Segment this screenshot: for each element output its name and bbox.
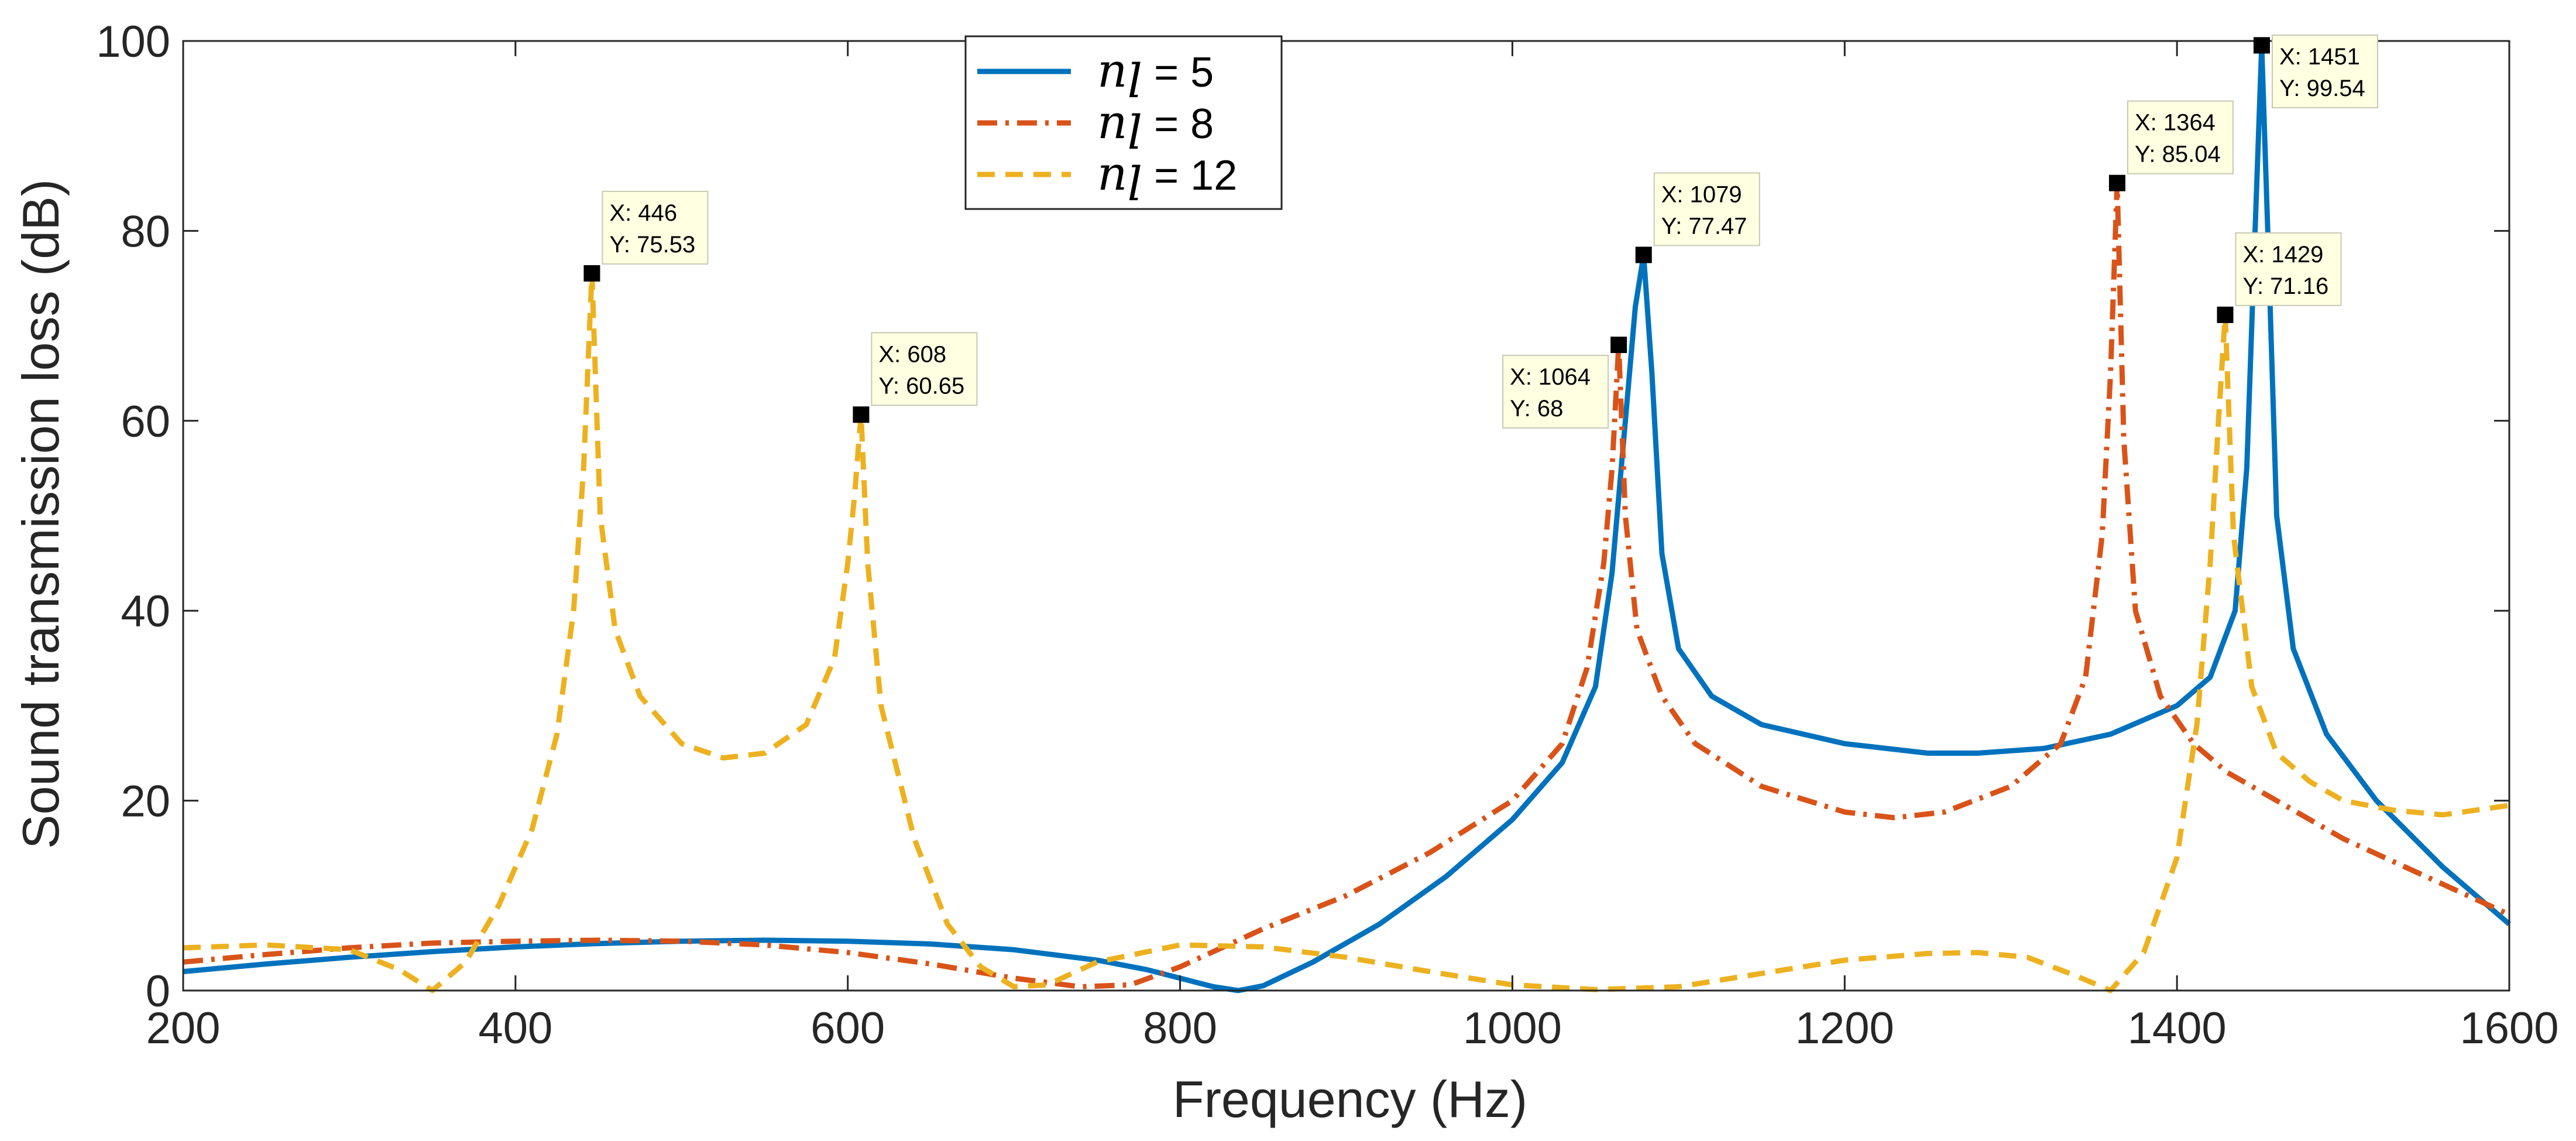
y-tick-label: 60	[121, 397, 170, 447]
datatip-x-label: X: 1064	[1510, 364, 1591, 390]
datatip: X: 1064 Y: 68	[1502, 337, 1627, 429]
datatip-x-label: X: 1429	[2242, 242, 2323, 268]
datatip-box	[2235, 232, 2342, 306]
datatip: X: 1429 Y: 71.16	[2217, 232, 2342, 323]
datatip-box	[2271, 35, 2378, 108]
datatip-x-label: X: 1079	[1661, 181, 1742, 207]
datatip-box	[602, 190, 709, 265]
x-tick-label: 1200	[1795, 1003, 1894, 1053]
datatip-marker	[583, 265, 600, 282]
x-tick-label: 1000	[1463, 1003, 1562, 1053]
datatip: X: 1451 Y: 99.54	[2253, 35, 2378, 108]
series-line-3	[183, 270, 2510, 993]
x-tick-label: 200	[146, 1003, 221, 1053]
x-tick-label: 1600	[2460, 1003, 2558, 1053]
datatip-marker	[2217, 306, 2234, 323]
legend: nl = 5nl = 8nl = 12	[964, 35, 1283, 211]
datatip-x-label: X: 608	[878, 341, 946, 367]
x-tick-label: 600	[810, 1003, 885, 1053]
y-axis-title: Sound transmission loss (dB)	[12, 179, 70, 849]
datatip: X: 446 Y: 75.53	[583, 190, 709, 282]
x-tick-label: 400	[478, 1003, 552, 1053]
y-tick-label: 80	[121, 207, 170, 256]
datatip-y-label: Y: 60.65	[878, 373, 964, 399]
datatip-y-label: Y: 71.16	[2242, 273, 2328, 299]
datatips: X: 446 Y: 75.53 X: 608 Y: 60.65 X: 1064 Y: 68…	[583, 35, 2378, 429]
datatip-marker	[853, 406, 870, 423]
axes-box	[182, 40, 2510, 992]
datatip-y-label: Y: 77.47	[1661, 213, 1747, 239]
datatip-marker	[1610, 337, 1627, 354]
y-tick-label: 20	[121, 777, 170, 827]
datatip: X: 1364 Y: 85.04	[2108, 100, 2234, 191]
datatip-x-label: X: 1451	[2279, 44, 2360, 70]
datatip-box	[1653, 172, 1760, 246]
datatip-marker	[2253, 37, 2270, 54]
datatip-x-label: X: 1364	[2135, 110, 2216, 136]
datatip-x-label: X: 446	[609, 200, 677, 226]
datatip: X: 608 Y: 60.65	[853, 332, 978, 423]
datatip-box	[1502, 355, 1609, 429]
datatip-marker	[2108, 174, 2125, 191]
datatip-y-label: Y: 99.54	[2279, 76, 2365, 101]
datatip: X: 1079 Y: 77.47	[1635, 172, 1760, 263]
legend-label-2: nl = 8	[1097, 95, 1214, 160]
datatip-box	[871, 332, 978, 406]
axes: 200 400 600 800 1000 1200 1400 1600 0 20 40 60 80 100	[96, 17, 2558, 1053]
series-line-2	[183, 180, 2510, 989]
legend-label-1: nl = 5	[1097, 43, 1214, 108]
datatip-marker	[1635, 246, 1652, 263]
datatip-y-label: Y: 75.53	[609, 232, 695, 258]
datatip-box	[2127, 100, 2234, 174]
y-tick-label: 40	[121, 587, 170, 636]
datatip-y-label: Y: 68	[1510, 396, 1563, 422]
y-tick-label: 0	[146, 967, 170, 1016]
x-axis-title: Frequency (Hz)	[1173, 1070, 1527, 1128]
datatip-y-label: Y: 85.04	[2135, 142, 2221, 167]
y-tick-label: 100	[96, 17, 170, 67]
x-tick-label: 800	[1143, 1003, 1217, 1053]
legend-label-3: nl = 12	[1097, 146, 1237, 211]
x-tick-label: 1400	[2128, 1003, 2227, 1053]
